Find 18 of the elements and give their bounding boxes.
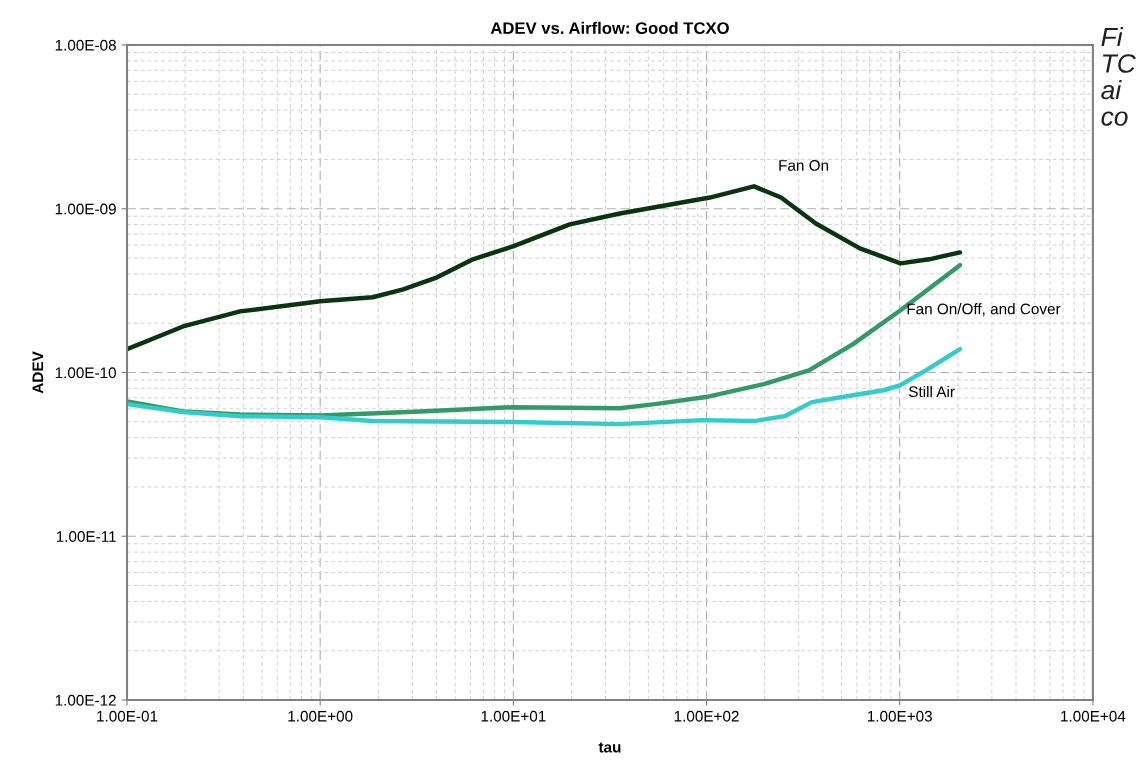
chart-title: ADEV vs. Airflow: Good TCXO bbox=[490, 21, 729, 35]
x-axis-title: tau bbox=[598, 742, 621, 753]
x-tick-label: 1.00E+00 bbox=[288, 710, 353, 722]
x-tick-label: 1.00E+02 bbox=[674, 710, 739, 722]
x-tick-label: 1.00E+04 bbox=[1061, 710, 1126, 722]
series-label: Fan On/Off, and Cover bbox=[907, 303, 1061, 317]
x-tick-label: 1.00E+03 bbox=[867, 710, 932, 722]
x-tick-label: 1.00E-01 bbox=[97, 710, 158, 722]
series-label: Fan On bbox=[779, 159, 829, 171]
text: Fi TC ai co bbox=[1101, 26, 1136, 126]
y-axis-title: ADEV bbox=[32, 351, 44, 394]
y-tick-label: 1.00E-11 bbox=[56, 531, 116, 542]
y-tick-label: 1.00E-12 bbox=[55, 694, 116, 706]
x-tick-label: 1.00E+01 bbox=[481, 710, 546, 722]
series-label: Still Air bbox=[908, 385, 955, 398]
y-tick-label: 1.00E-08 bbox=[55, 39, 116, 51]
y-tick-label: 1.00E-09 bbox=[55, 203, 116, 215]
y-tick-label: 1.00E-10 bbox=[55, 367, 116, 379]
